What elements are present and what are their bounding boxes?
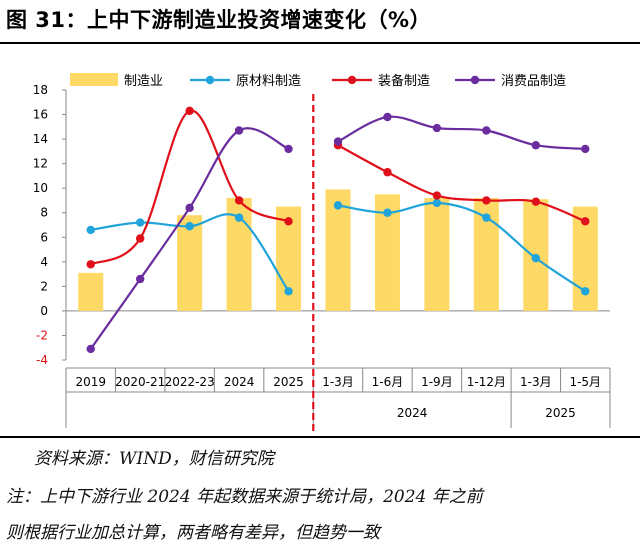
group-label: 2024 xyxy=(397,406,428,420)
data-point xyxy=(86,260,95,269)
data-point xyxy=(234,126,244,135)
data-point xyxy=(333,201,343,210)
chart: 18 16 14 12 10 8 6 4 2 0 -2 -4 制造业 原材料制造 装备制造 消费品制造 20… xyxy=(33,73,611,434)
x-axis-labels: 2019 2020-21 2022-23 2024 2025 1-3月 1-6月 1-9月 1-… xyxy=(75,375,601,420)
legend-label: 装备制造 xyxy=(378,73,430,89)
y-tick-label: 4 xyxy=(40,255,48,269)
series-line xyxy=(337,144,586,223)
bar xyxy=(424,198,450,311)
legend: 制造业 原材料制造 装备制造 消费品制造 xyxy=(70,73,566,89)
y-tick-label: 12 xyxy=(33,157,48,171)
x-tick-label: 1-12月 xyxy=(467,375,506,389)
chart-axes: 18 16 14 12 10 8 6 4 2 0 -2 -4 xyxy=(33,83,611,434)
data-point xyxy=(185,106,194,116)
series-line xyxy=(337,115,586,151)
data-point xyxy=(234,196,244,205)
data-point xyxy=(86,225,95,235)
y-tick-label: 6 xyxy=(40,230,48,244)
data-point xyxy=(383,112,392,122)
data-point xyxy=(482,126,491,135)
y-tick-label: -4 xyxy=(36,353,48,367)
data-point xyxy=(531,253,541,263)
data-point xyxy=(284,217,293,226)
legend-label: 制造业 xyxy=(124,74,163,89)
x-tick-label: 2022-23 xyxy=(165,375,215,389)
bar xyxy=(325,189,351,311)
data-point xyxy=(531,197,541,206)
data-point xyxy=(135,234,145,243)
data-point xyxy=(482,196,491,205)
data-point xyxy=(432,123,442,133)
data-point xyxy=(432,198,442,208)
y-tick-label: 2 xyxy=(40,279,48,293)
legend-marker xyxy=(470,75,480,85)
data-point xyxy=(333,137,343,146)
bar xyxy=(78,272,104,311)
x-tick-label: 1-3月 xyxy=(322,375,354,389)
source-note: 资料来源：WIND，财信研究院 xyxy=(34,449,274,469)
y-tick-label: 10 xyxy=(33,181,48,195)
data-point xyxy=(284,287,293,296)
data-point xyxy=(185,222,194,231)
data-point xyxy=(432,191,442,200)
data-point xyxy=(383,168,392,177)
data-point xyxy=(135,218,145,227)
legend-label: 消费品制造 xyxy=(501,74,566,89)
group-label: 2025 xyxy=(545,406,576,420)
data-point xyxy=(581,287,590,296)
x-tick-label: 1-6月 xyxy=(372,375,404,389)
data-point xyxy=(86,344,95,354)
legend-label: 原材料制造 xyxy=(236,74,301,89)
bottom-rule xyxy=(0,436,640,438)
top-rule xyxy=(0,42,640,44)
x-tick-label: 2024 xyxy=(224,375,255,389)
data-point xyxy=(482,213,491,222)
legend-marker xyxy=(347,75,357,85)
data-point xyxy=(284,144,293,154)
x-tick-label: 2019 xyxy=(75,375,106,389)
y-tick-label: 8 xyxy=(40,206,48,220)
figure-title: 图 31：上中下游制造业投资增速变化（%） xyxy=(6,8,432,32)
data-point xyxy=(234,213,244,222)
y-tick-label: 18 xyxy=(33,83,48,97)
legend-marker xyxy=(205,75,215,85)
x-tick-label: 1-5月 xyxy=(569,375,601,389)
data-point xyxy=(531,141,541,150)
x-tick-label: 1-3月 xyxy=(520,375,552,389)
y-tick-label: -2 xyxy=(36,328,48,342)
y-tick-label: 16 xyxy=(33,108,48,122)
x-tick-label: 2025 xyxy=(273,375,304,389)
legend-swatch xyxy=(70,73,118,86)
data-point xyxy=(135,274,145,284)
y-tick-label: 0 xyxy=(40,304,48,318)
x-tick-label: 1-9月 xyxy=(421,375,453,389)
data-point xyxy=(581,144,590,154)
line-series xyxy=(86,106,590,354)
data-point xyxy=(581,217,590,226)
footnote-line-2: 则根据行业加总计算，两者略有差异，但趋势一致 xyxy=(6,523,380,543)
x-tick-label: 2020-21 xyxy=(115,375,165,389)
y-tick-label: 14 xyxy=(33,132,48,146)
bar xyxy=(177,215,203,311)
footnote-line-1: 注：上中下游行业 2024 年起数据来源于统计局，2024 年之前 xyxy=(6,487,483,507)
data-point xyxy=(185,203,194,213)
data-point xyxy=(383,208,392,217)
